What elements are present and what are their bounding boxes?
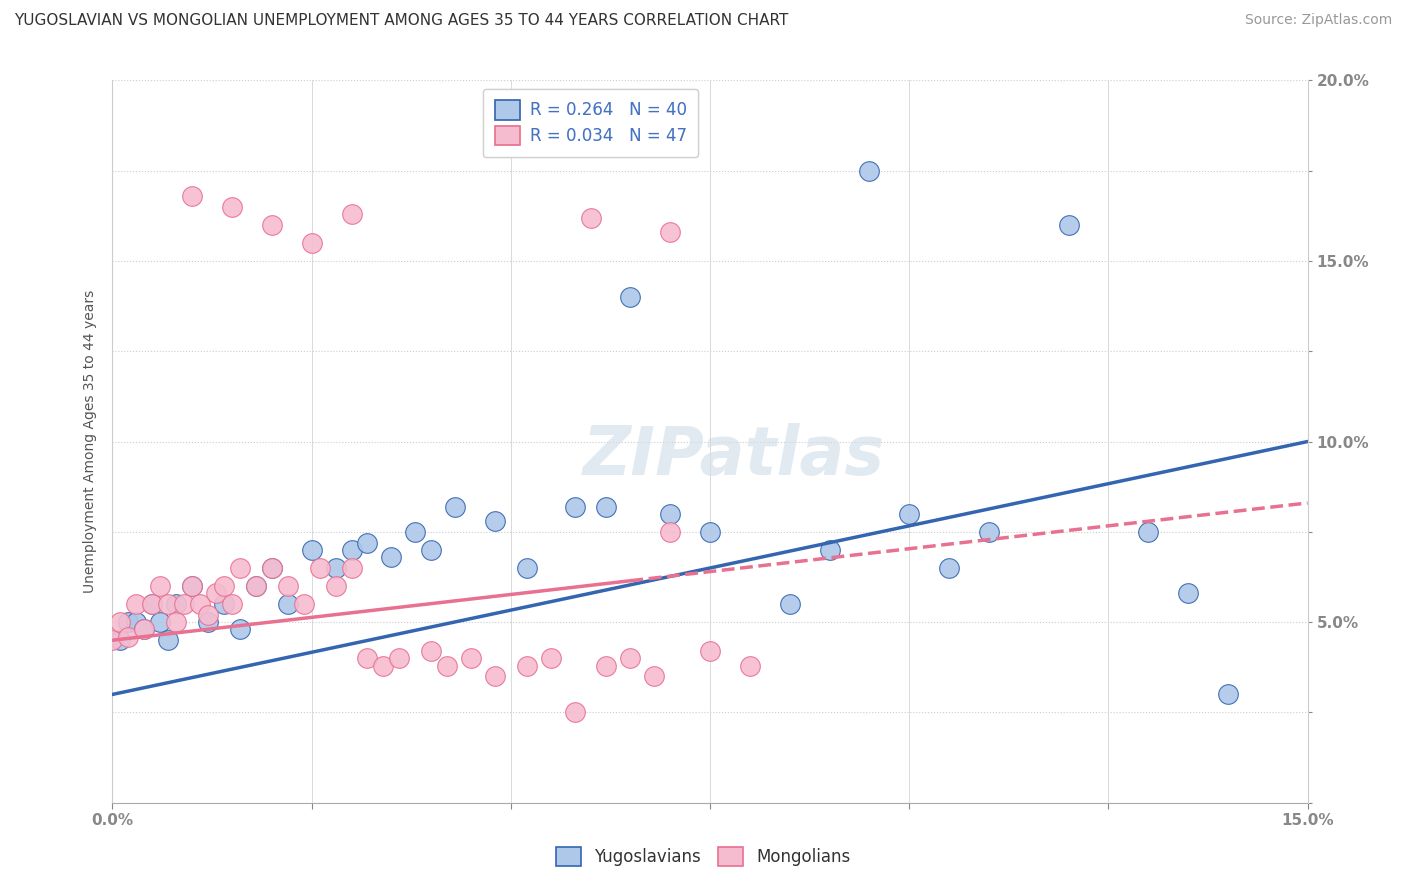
Point: [699, 524, 721, 539]
Point: [125, 615, 148, 630]
Point: [1057, 218, 1080, 232]
Point: [380, 550, 402, 565]
Point: [779, 597, 801, 611]
Point: [484, 669, 506, 683]
Point: [292, 597, 315, 611]
Point: [579, 211, 602, 225]
Point: [1216, 687, 1239, 701]
Point: [157, 597, 180, 611]
Point: [898, 507, 921, 521]
Point: [181, 579, 204, 593]
Point: [165, 597, 187, 611]
Point: [540, 651, 562, 665]
Point: [149, 579, 172, 593]
Point: [404, 524, 426, 539]
Point: [484, 514, 506, 528]
Text: YUGOSLAVIAN VS MONGOLIAN UNEMPLOYMENT AMONG AGES 35 TO 44 YEARS CORRELATION CHAR: YUGOSLAVIAN VS MONGOLIAN UNEMPLOYMENT AM…: [14, 13, 789, 29]
Point: [858, 163, 880, 178]
Point: [110, 633, 132, 648]
Point: [117, 630, 139, 644]
Point: [245, 579, 267, 593]
Point: [197, 615, 219, 630]
Point: [181, 579, 204, 593]
Point: [229, 561, 252, 575]
Point: [125, 597, 148, 611]
Point: [699, 644, 721, 658]
Point: [157, 633, 180, 648]
Point: [420, 644, 443, 658]
Point: [595, 658, 617, 673]
Point: [1137, 524, 1160, 539]
Point: [325, 561, 347, 575]
Point: [659, 524, 682, 539]
Point: [444, 500, 467, 514]
Point: [229, 623, 252, 637]
Point: [101, 633, 124, 648]
Legend: R = 0.264   N = 40, R = 0.034   N = 47: R = 0.264 N = 40, R = 0.034 N = 47: [482, 88, 699, 157]
Point: [165, 615, 187, 630]
Point: [659, 225, 682, 239]
Point: [356, 535, 378, 549]
Point: [260, 561, 283, 575]
Point: [460, 651, 482, 665]
Point: [516, 658, 538, 673]
Point: [181, 189, 204, 203]
Point: [117, 615, 139, 630]
Point: [260, 218, 283, 232]
Point: [134, 623, 156, 637]
Point: [564, 500, 586, 514]
Point: [619, 651, 641, 665]
Point: [134, 623, 156, 637]
Point: [141, 597, 163, 611]
Y-axis label: Unemployment Among Ages 35 to 44 years: Unemployment Among Ages 35 to 44 years: [83, 290, 97, 593]
Point: [356, 651, 378, 665]
Point: [818, 542, 841, 557]
Point: [516, 561, 538, 575]
Point: [212, 579, 235, 593]
Point: [373, 658, 395, 673]
Point: [301, 235, 323, 250]
Point: [245, 579, 267, 593]
Text: ZIPatlas: ZIPatlas: [583, 423, 884, 489]
Point: [221, 200, 243, 214]
Point: [260, 561, 283, 575]
Point: [340, 561, 363, 575]
Point: [643, 669, 665, 683]
Point: [205, 586, 228, 600]
Point: [212, 597, 235, 611]
Point: [325, 579, 347, 593]
Point: [221, 597, 243, 611]
Point: [1177, 586, 1199, 600]
Point: [977, 524, 1000, 539]
Point: [659, 507, 682, 521]
Point: [308, 561, 330, 575]
Point: [197, 607, 219, 622]
Point: [619, 290, 641, 304]
Point: [141, 597, 163, 611]
Point: [301, 542, 323, 557]
Point: [938, 561, 960, 575]
Point: [277, 597, 299, 611]
Point: [388, 651, 411, 665]
Legend: Yugoslavians, Mongolians: Yugoslavians, Mongolians: [547, 838, 859, 875]
Point: [340, 207, 363, 221]
Point: [738, 658, 761, 673]
Point: [436, 658, 458, 673]
Point: [277, 579, 299, 593]
Point: [420, 542, 443, 557]
Point: [595, 500, 617, 514]
Point: [340, 542, 363, 557]
Point: [173, 597, 195, 611]
Point: [188, 597, 211, 611]
Point: [149, 615, 172, 630]
Text: Source: ZipAtlas.com: Source: ZipAtlas.com: [1244, 13, 1392, 28]
Point: [564, 706, 586, 720]
Point: [110, 615, 132, 630]
